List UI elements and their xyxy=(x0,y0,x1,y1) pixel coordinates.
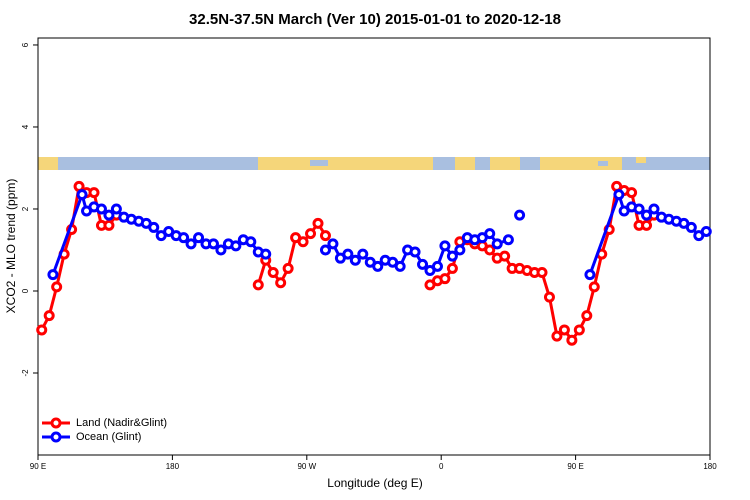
data-point xyxy=(312,217,324,229)
data-point xyxy=(51,281,63,293)
data-point xyxy=(260,248,272,260)
data-point xyxy=(446,250,458,262)
data-point xyxy=(685,221,697,233)
data-point xyxy=(95,203,107,215)
data-point xyxy=(431,260,443,272)
plot-frame xyxy=(37,37,711,456)
data-point xyxy=(76,189,88,201)
x-tick-label: 180 xyxy=(166,462,180,471)
data-point xyxy=(417,258,429,270)
data-point xyxy=(282,262,294,274)
data-point xyxy=(558,324,570,336)
data-point xyxy=(641,209,653,221)
data-point xyxy=(394,260,406,272)
data-point xyxy=(584,269,596,281)
data-point xyxy=(626,187,638,199)
data-point xyxy=(245,236,257,248)
legend-label: Ocean (Glint) xyxy=(76,431,141,443)
data-point xyxy=(327,238,339,250)
series-line xyxy=(256,221,327,286)
y-tick-label: 4 xyxy=(21,124,30,129)
data-point xyxy=(409,246,421,258)
x-tick-label: 90 E xyxy=(30,462,46,471)
data-point xyxy=(43,310,55,322)
data-point xyxy=(543,291,555,303)
x-tick-label: 0 xyxy=(439,462,444,471)
data-point xyxy=(36,324,48,336)
data-point xyxy=(581,310,593,322)
data-point xyxy=(319,244,331,256)
data-point xyxy=(613,189,625,201)
data-point xyxy=(446,262,458,274)
data-point xyxy=(700,226,712,238)
legend-marker xyxy=(50,431,62,443)
data-point xyxy=(275,277,287,289)
land-mask-strip xyxy=(38,157,710,170)
data-point xyxy=(357,248,369,260)
data-point xyxy=(439,240,451,252)
x-axis-label: Longitude (deg E) xyxy=(327,476,422,490)
data-point xyxy=(588,281,600,293)
data-point xyxy=(566,334,578,346)
data-point xyxy=(342,248,354,260)
data-point xyxy=(267,267,279,279)
data-point xyxy=(193,232,205,244)
data-point xyxy=(491,238,503,250)
y-tick-label: 0 xyxy=(21,288,30,293)
data-point xyxy=(641,219,653,231)
legend-label: Land (Nadir&Glint) xyxy=(76,417,167,429)
data-point xyxy=(573,324,585,336)
data-point xyxy=(536,267,548,279)
data-point xyxy=(103,219,115,231)
data-point xyxy=(349,254,361,266)
data-point xyxy=(305,228,317,240)
data-point xyxy=(207,238,219,250)
data-point xyxy=(484,244,496,256)
y-tick-label: 2 xyxy=(21,206,30,211)
data-point xyxy=(215,244,227,256)
data-point xyxy=(551,330,563,342)
data-point xyxy=(502,234,514,246)
data-point xyxy=(148,221,160,233)
data-point xyxy=(230,240,242,252)
data-point xyxy=(372,260,384,272)
data-point xyxy=(648,203,660,215)
data-point xyxy=(103,209,115,221)
legend-marker xyxy=(50,417,62,429)
y-tick-label: -2 xyxy=(21,369,30,377)
x-tick-label: 90 W xyxy=(297,462,316,471)
data-point xyxy=(297,236,309,248)
data-point xyxy=(185,238,197,250)
data-point xyxy=(319,230,331,242)
data-point xyxy=(454,244,466,256)
chart-title: 32.5N-37.5N March (Ver 10) 2015-01-01 to… xyxy=(189,11,561,28)
data-point xyxy=(439,273,451,285)
data-point xyxy=(633,203,645,215)
data-point xyxy=(110,203,122,215)
data-point xyxy=(252,279,264,291)
y-tick-label: 6 xyxy=(21,42,30,47)
data-point xyxy=(88,187,100,199)
data-point xyxy=(499,250,511,262)
y-axis-label: XCO2 - MLO trend (ppm) xyxy=(4,179,18,314)
data-point xyxy=(514,209,526,221)
data-point xyxy=(47,269,59,281)
x-tick-label: 180 xyxy=(703,462,717,471)
x-tick-label: 90 E xyxy=(567,462,583,471)
data-point xyxy=(178,232,190,244)
data-point xyxy=(484,228,496,240)
